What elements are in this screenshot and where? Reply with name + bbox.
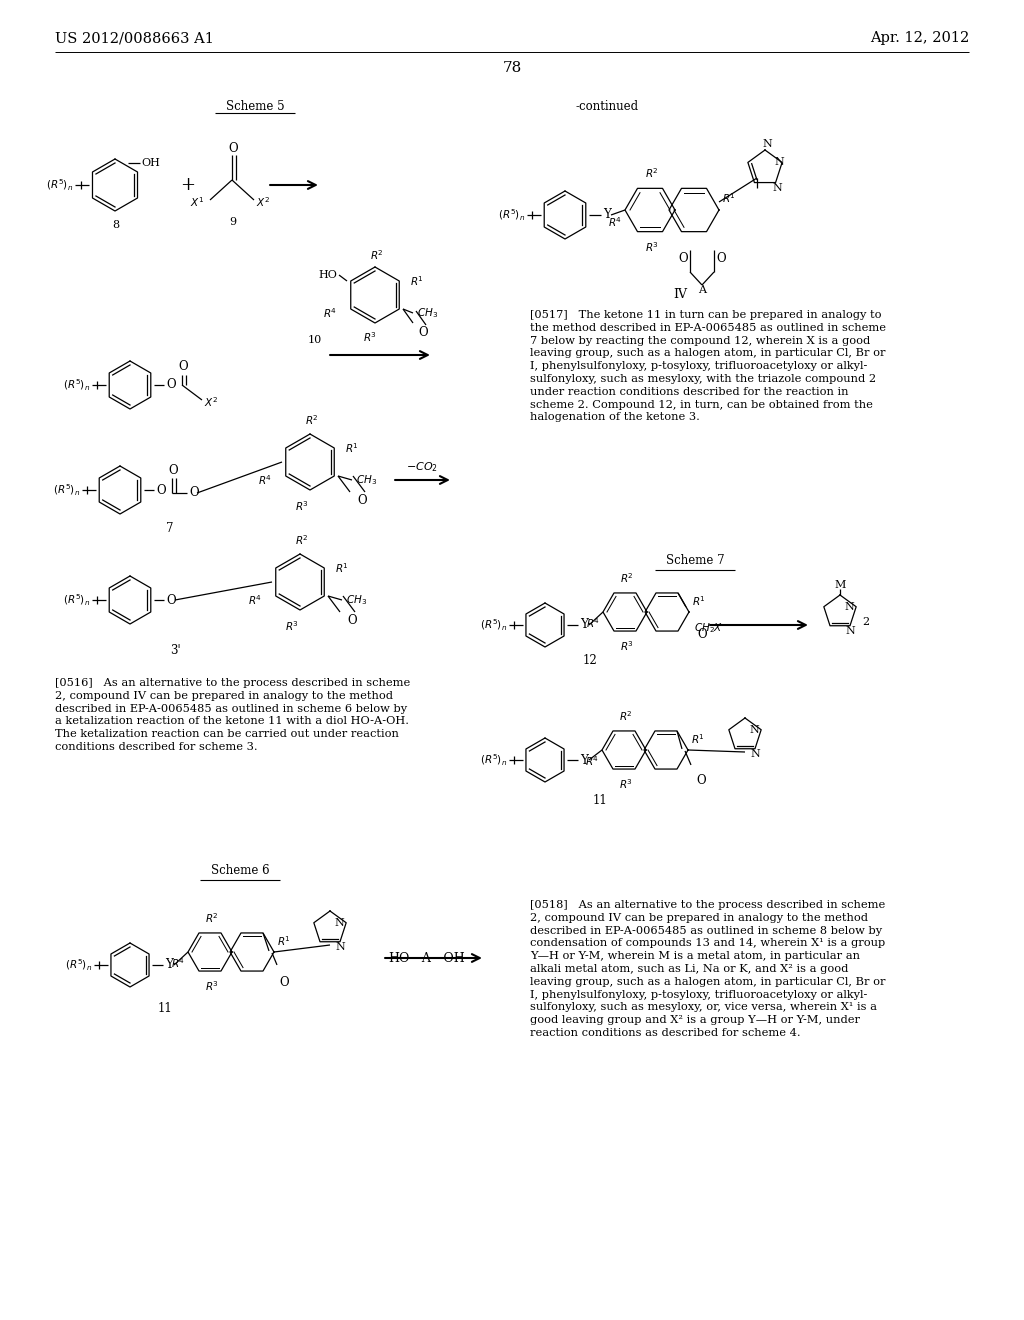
Text: Apr. 12, 2012: Apr. 12, 2012 <box>869 30 969 45</box>
Text: $R^3$: $R^3$ <box>645 240 659 253</box>
Text: $R^4$: $R^4$ <box>248 593 262 607</box>
Text: A: A <box>698 285 706 294</box>
Text: $R^2$: $R^2$ <box>620 709 633 723</box>
Text: O: O <box>178 360 188 374</box>
Text: +: + <box>180 176 196 194</box>
Text: $(R^5)_n$: $(R^5)_n$ <box>498 207 525 223</box>
Text: O: O <box>357 494 367 507</box>
Text: IV: IV <box>673 289 687 301</box>
Text: $R^1$: $R^1$ <box>345 441 359 455</box>
Text: $R^3$: $R^3$ <box>620 639 634 653</box>
Text: 11: 11 <box>158 1002 172 1015</box>
Text: O: O <box>696 774 706 787</box>
Text: N: N <box>845 602 854 611</box>
Text: $R^2$: $R^2$ <box>621 572 634 585</box>
Text: $R^3$: $R^3$ <box>295 499 309 513</box>
Text: $R^3$: $R^3$ <box>618 777 633 791</box>
Text: $X^2$: $X^2$ <box>204 395 218 409</box>
Text: US 2012/0088663 A1: US 2012/0088663 A1 <box>55 30 214 45</box>
Text: $CH_3$: $CH_3$ <box>346 593 368 607</box>
Text: $-CO_2$: $-CO_2$ <box>406 461 438 474</box>
Text: $R^2$: $R^2$ <box>205 911 219 925</box>
Text: OH: OH <box>141 158 160 168</box>
Text: $R^2$: $R^2$ <box>305 413 318 426</box>
Text: O: O <box>156 483 166 496</box>
Text: 10: 10 <box>308 335 323 345</box>
Text: O: O <box>166 594 176 606</box>
Text: N: N <box>335 941 345 952</box>
Text: $(R^5)_n$: $(R^5)_n$ <box>46 177 73 193</box>
Text: $R^1$: $R^1$ <box>691 733 705 746</box>
Text: N: N <box>762 139 772 149</box>
Text: O: O <box>716 252 726 264</box>
Text: $CH_2X$: $CH_2X$ <box>694 622 723 635</box>
Text: N: N <box>751 748 760 759</box>
Text: $(R^5)_n$: $(R^5)_n$ <box>480 618 507 632</box>
Text: O: O <box>169 463 178 477</box>
Text: Scheme 6: Scheme 6 <box>211 863 269 876</box>
Text: $(R^5)_n$: $(R^5)_n$ <box>53 482 80 498</box>
Text: $R^3$: $R^3$ <box>362 330 377 345</box>
Text: $R^2$: $R^2$ <box>645 166 658 180</box>
Text: $R^1$: $R^1$ <box>335 561 349 576</box>
Text: [0517]   The ketone 11 in turn can be prepared in analogy to
the method describe: [0517] The ketone 11 in turn can be prep… <box>530 310 886 422</box>
Text: $R^3$: $R^3$ <box>285 619 299 632</box>
Text: Y: Y <box>603 209 611 222</box>
Text: 12: 12 <box>583 653 597 667</box>
Text: [0518]   As an alternative to the process described in scheme
2, compound IV can: [0518] As an alternative to the process … <box>530 900 886 1038</box>
Text: N: N <box>845 626 855 636</box>
Text: HO—A—OH: HO—A—OH <box>388 952 465 965</box>
Text: 3': 3' <box>170 644 180 656</box>
Text: Y: Y <box>580 754 588 767</box>
Text: N: N <box>750 725 759 735</box>
Text: $CH_3$: $CH_3$ <box>417 306 438 319</box>
Text: 11: 11 <box>593 793 607 807</box>
Text: 78: 78 <box>503 61 521 75</box>
Text: $CH_3$: $CH_3$ <box>356 473 377 487</box>
Text: O: O <box>697 627 707 640</box>
Text: $R^1$: $R^1$ <box>722 191 736 205</box>
Text: O: O <box>418 326 428 339</box>
Text: $R^1$: $R^1$ <box>278 935 291 948</box>
Text: $R^3$: $R^3$ <box>205 979 219 993</box>
Text: $(R^5)_n$: $(R^5)_n$ <box>62 593 90 607</box>
Text: N: N <box>335 917 344 928</box>
Text: $X^2$: $X^2$ <box>256 195 270 209</box>
Text: $R^4$: $R^4$ <box>171 956 185 970</box>
Text: N: N <box>773 182 782 193</box>
Text: $R^2$: $R^2$ <box>370 248 384 261</box>
Text: O: O <box>347 614 356 627</box>
Text: $R^1$: $R^1$ <box>410 275 424 288</box>
Text: O: O <box>279 975 289 989</box>
Text: $R^4$: $R^4$ <box>586 616 600 630</box>
Text: O: O <box>228 141 239 154</box>
Text: 2: 2 <box>862 616 869 627</box>
Text: [0516]   As an alternative to the process described in scheme
2, compound IV can: [0516] As an alternative to the process … <box>55 678 411 752</box>
Text: 9: 9 <box>229 216 237 227</box>
Text: $(R^5)_n$: $(R^5)_n$ <box>65 957 92 973</box>
Text: O: O <box>189 487 199 499</box>
Text: -continued: -continued <box>575 100 638 114</box>
Text: 8: 8 <box>113 220 120 230</box>
Text: $R^2$: $R^2$ <box>295 533 309 546</box>
Text: M: M <box>835 579 846 590</box>
Text: $(R^5)_n$: $(R^5)_n$ <box>480 752 507 768</box>
Text: $R^4$: $R^4$ <box>258 473 272 487</box>
Text: O: O <box>678 252 688 264</box>
Text: Scheme 7: Scheme 7 <box>666 553 724 566</box>
Text: Y: Y <box>165 958 173 972</box>
Text: HO: HO <box>318 271 337 280</box>
Text: 7: 7 <box>166 521 174 535</box>
Text: O: O <box>166 379 176 392</box>
Text: Scheme 5: Scheme 5 <box>225 100 285 114</box>
Text: $X^1$: $X^1$ <box>189 195 204 209</box>
Text: $(R^5)_n$: $(R^5)_n$ <box>62 378 90 393</box>
Text: N: N <box>774 157 784 168</box>
Text: $R^4$: $R^4$ <box>585 754 599 768</box>
Text: $R^1$: $R^1$ <box>692 594 706 609</box>
Text: $R^4$: $R^4$ <box>608 215 622 228</box>
Text: $R^4$: $R^4$ <box>323 306 337 319</box>
Text: Y: Y <box>580 619 588 631</box>
